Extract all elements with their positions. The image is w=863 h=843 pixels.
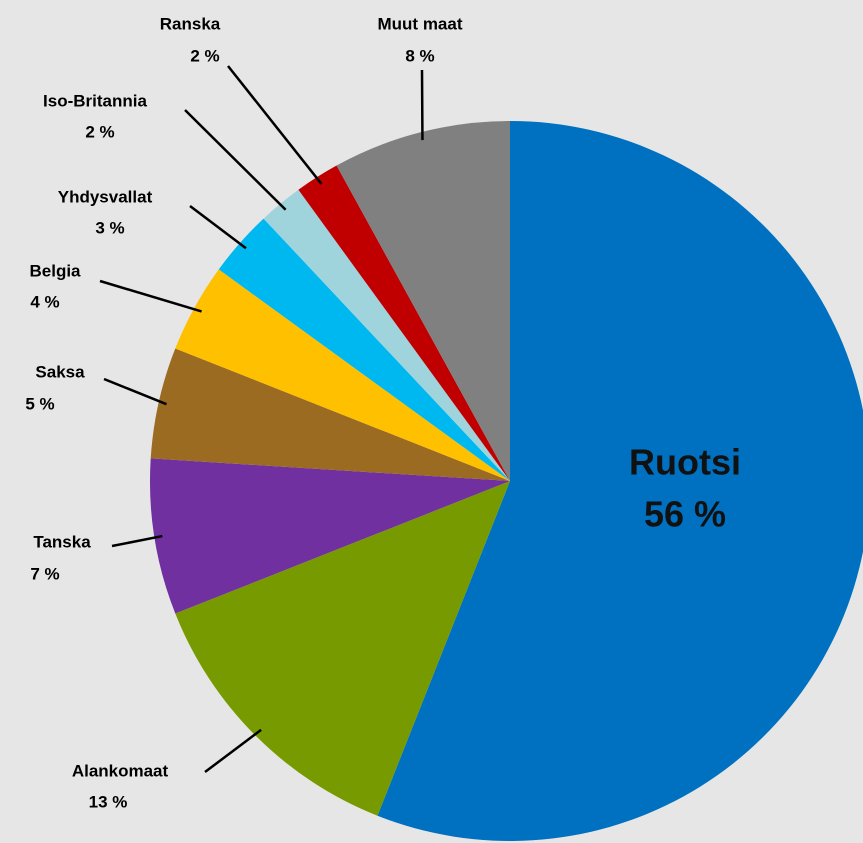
slice-value-label: 8 % bbox=[405, 46, 434, 65]
pie-slice bbox=[175, 269, 511, 481]
leader-line bbox=[103, 377, 167, 406]
slice-value-label: 2 % bbox=[190, 46, 219, 65]
pie-slice bbox=[263, 189, 510, 481]
slice-label: Ranska bbox=[160, 14, 221, 33]
slice-label: Ruotsi bbox=[629, 442, 741, 483]
slice-value-label: 4 % bbox=[30, 292, 59, 311]
leader-line bbox=[184, 109, 287, 211]
slice-value-label: 7 % bbox=[30, 564, 59, 583]
pie-slice bbox=[298, 165, 510, 481]
leader-line bbox=[111, 534, 163, 548]
slice-label: Yhdysvallat bbox=[58, 187, 153, 206]
leader-line bbox=[204, 728, 262, 773]
slice-label: Alankomaat bbox=[72, 761, 169, 780]
slice-label: Muut maat bbox=[378, 14, 463, 33]
pie-slice bbox=[150, 348, 510, 481]
slice-label: Iso-Britannia bbox=[43, 91, 147, 110]
slice-value-label: 13 % bbox=[89, 792, 128, 811]
leader-line bbox=[227, 65, 323, 185]
slice-value-label: 3 % bbox=[95, 218, 124, 237]
slice-value-label: 5 % bbox=[25, 394, 54, 413]
leader-line bbox=[189, 205, 247, 250]
pie-slice bbox=[218, 218, 510, 481]
slice-label: Belgia bbox=[29, 261, 81, 280]
pie-slice bbox=[336, 121, 510, 481]
slice-value-label: 56 % bbox=[644, 494, 726, 535]
pie-slice bbox=[149, 458, 510, 614]
leader-line bbox=[99, 279, 202, 313]
pie-slice bbox=[377, 121, 863, 841]
slice-label: Saksa bbox=[35, 362, 85, 381]
slice-label: Tanska bbox=[33, 532, 91, 551]
slice-value-label: 2 % bbox=[85, 122, 114, 141]
